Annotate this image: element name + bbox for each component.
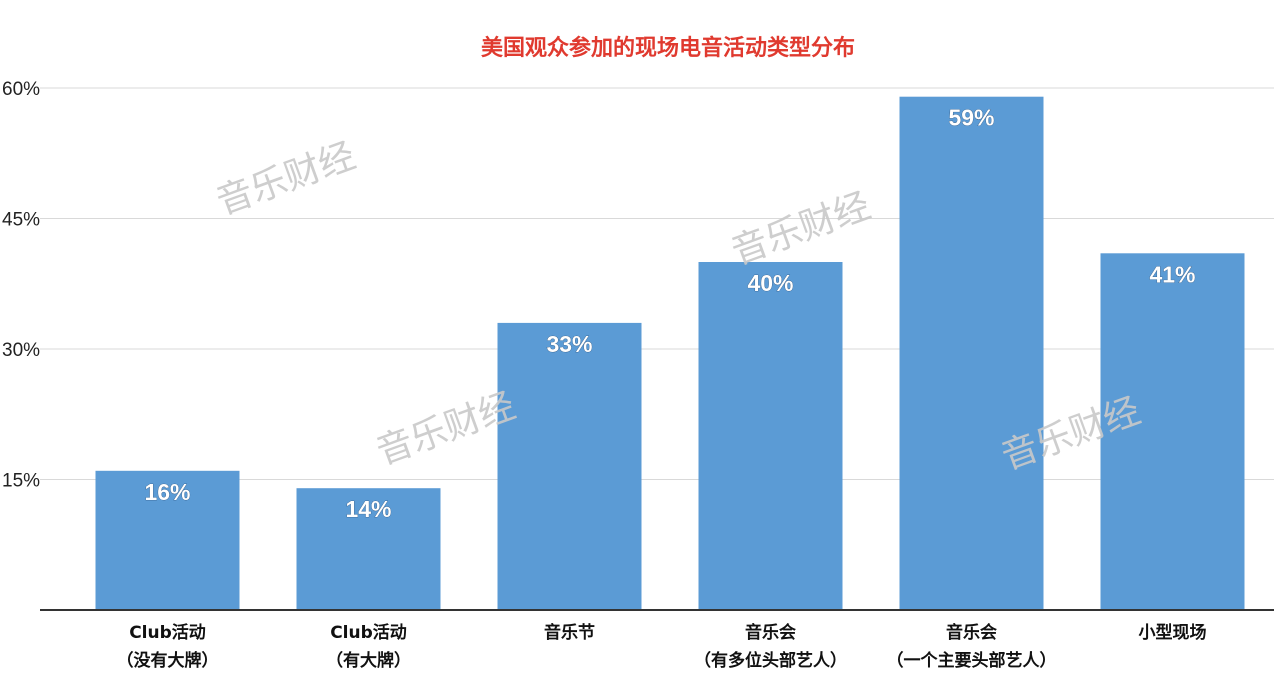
value-labels: 16% 14% 33% 40% 59% 41% bbox=[144, 104, 1196, 522]
x-axis-labels: Club活动 （没有大牌） Club活动 （有大牌） 音乐节 音乐会 （有多位头部艺人） 音乐… bbox=[117, 622, 1207, 671]
data-label: 16% bbox=[144, 479, 190, 505]
watermark-text: 音乐财经 bbox=[211, 135, 360, 223]
y-tick-label: 30% bbox=[2, 340, 40, 361]
x-tick-label: 小型现场 bbox=[1139, 622, 1207, 643]
watermark-text: 音乐财经 bbox=[726, 185, 875, 273]
gridlines bbox=[40, 87, 1274, 480]
x-tick-label: （有多位头部艺人） bbox=[694, 650, 847, 671]
bar bbox=[497, 322, 642, 610]
x-tick-label: 音乐节 bbox=[544, 622, 595, 643]
data-label: 33% bbox=[546, 331, 592, 357]
data-label: 41% bbox=[1149, 261, 1195, 287]
x-tick-label: （没有大牌） bbox=[117, 650, 219, 671]
y-tick-label: 45% bbox=[2, 210, 40, 231]
chart-title: 美国观众参加的现场电音活动类型分布 bbox=[481, 35, 855, 61]
data-label: 14% bbox=[345, 496, 391, 522]
bars bbox=[95, 96, 1245, 611]
data-label: 59% bbox=[948, 105, 994, 131]
x-tick-label: （有大牌） bbox=[326, 650, 411, 671]
x-tick-label: Club活动 bbox=[129, 622, 206, 643]
bar bbox=[296, 488, 441, 610]
x-tick-label: 音乐会 bbox=[946, 622, 997, 643]
x-tick-label: Club活动 bbox=[330, 622, 407, 643]
x-tick-label: 音乐会 bbox=[745, 622, 796, 643]
bar bbox=[1100, 253, 1245, 611]
bar bbox=[899, 96, 1044, 610]
bar bbox=[698, 262, 843, 610]
y-tick-label: 15% bbox=[2, 471, 40, 492]
x-tick-label: （一个主要头部艺人） bbox=[887, 650, 1057, 671]
y-tick-label: 60% bbox=[2, 79, 40, 100]
data-label: 40% bbox=[747, 270, 793, 296]
bar bbox=[95, 470, 240, 610]
y-axis-ticks: 15% 30% 45% 60% bbox=[2, 79, 40, 492]
